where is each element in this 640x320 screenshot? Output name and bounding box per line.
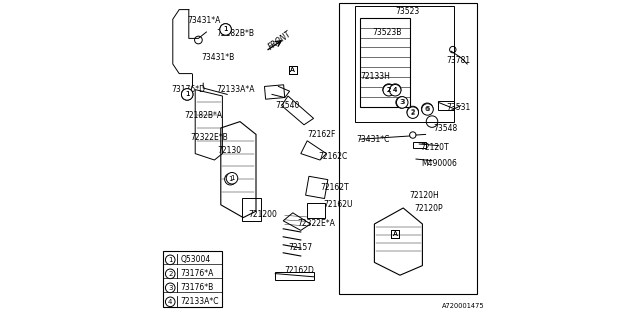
Text: 3: 3 <box>399 100 404 105</box>
Text: A: A <box>291 68 295 73</box>
Text: 4: 4 <box>168 299 172 305</box>
Text: 72162D: 72162D <box>285 266 315 275</box>
Text: 2: 2 <box>411 109 415 115</box>
Text: 72120T: 72120T <box>421 143 449 152</box>
Text: 4: 4 <box>393 87 397 92</box>
Text: 72157: 72157 <box>288 243 312 252</box>
Text: 3: 3 <box>168 285 173 291</box>
Text: 3: 3 <box>400 100 404 105</box>
Bar <box>355 6 454 122</box>
Text: 72120H: 72120H <box>410 191 439 200</box>
Text: 72162U: 72162U <box>323 200 353 209</box>
Circle shape <box>383 84 394 95</box>
Text: 6: 6 <box>425 107 430 112</box>
Circle shape <box>165 283 175 292</box>
Circle shape <box>220 24 232 35</box>
Text: 72322E*B: 72322E*B <box>191 133 228 142</box>
Text: 72162T: 72162T <box>320 183 349 192</box>
Circle shape <box>389 84 401 96</box>
Text: 1: 1 <box>228 176 233 182</box>
Bar <box>242 198 261 221</box>
Circle shape <box>165 255 175 265</box>
Text: 73431*B: 73431*B <box>202 53 235 62</box>
Text: 1: 1 <box>168 257 173 263</box>
Text: 72133H: 72133H <box>360 72 390 81</box>
Text: 1: 1 <box>185 92 189 97</box>
Circle shape <box>383 84 394 96</box>
Text: 73176*A: 73176*A <box>181 269 214 278</box>
Text: 2: 2 <box>387 87 391 93</box>
Text: 1: 1 <box>230 175 234 181</box>
Text: A: A <box>393 231 397 236</box>
Text: 72133A*C: 72133A*C <box>181 297 220 306</box>
Circle shape <box>225 173 236 185</box>
Text: A720001475: A720001475 <box>442 303 484 308</box>
Text: 72133A*A: 72133A*A <box>216 85 255 94</box>
Text: 73176*D: 73176*D <box>172 85 205 94</box>
Text: M490006: M490006 <box>421 159 457 168</box>
Circle shape <box>220 24 232 35</box>
Bar <box>306 176 328 198</box>
Text: 72162C: 72162C <box>319 152 348 161</box>
Bar <box>360 18 410 107</box>
Text: 2: 2 <box>387 87 391 92</box>
Bar <box>391 230 399 237</box>
Text: 72182B*A: 72182B*A <box>184 111 222 120</box>
Circle shape <box>407 107 419 118</box>
Text: 73431*C: 73431*C <box>357 135 390 144</box>
Text: 1: 1 <box>185 92 189 97</box>
Bar <box>163 251 223 307</box>
Text: Q53004: Q53004 <box>181 255 211 264</box>
Circle shape <box>165 269 175 279</box>
Text: 73540: 73540 <box>275 101 300 110</box>
Text: 72120P: 72120P <box>415 204 443 212</box>
Text: 73176*B: 73176*B <box>181 283 214 292</box>
Text: 72182B*B: 72182B*B <box>216 29 254 38</box>
Text: 2: 2 <box>411 110 415 116</box>
Text: 72162F: 72162F <box>307 130 335 139</box>
Text: 4: 4 <box>393 87 397 93</box>
Text: 1: 1 <box>223 27 228 32</box>
Bar <box>438 101 454 110</box>
Bar <box>264 85 285 99</box>
Circle shape <box>389 84 401 95</box>
Text: A: A <box>291 68 295 73</box>
Text: 721200: 721200 <box>248 210 277 219</box>
Circle shape <box>397 97 408 108</box>
Circle shape <box>227 172 238 184</box>
Text: 73431*A: 73431*A <box>187 16 221 25</box>
Text: 72322E*A: 72322E*A <box>298 220 335 228</box>
Bar <box>289 67 297 75</box>
Bar <box>413 142 426 148</box>
Circle shape <box>396 97 408 108</box>
Text: 73531: 73531 <box>447 103 470 112</box>
Circle shape <box>422 104 433 115</box>
Circle shape <box>182 89 193 100</box>
Text: A: A <box>393 231 397 236</box>
Text: 73523: 73523 <box>396 7 419 16</box>
Bar <box>391 230 399 237</box>
Bar <box>339 3 477 294</box>
Bar <box>307 203 325 218</box>
Circle shape <box>165 297 175 307</box>
Circle shape <box>407 106 419 118</box>
Text: 73548: 73548 <box>434 124 458 132</box>
Text: 72130: 72130 <box>218 146 242 155</box>
Text: 73523B: 73523B <box>372 28 402 36</box>
Text: FRONT: FRONT <box>268 29 294 52</box>
Circle shape <box>422 103 433 115</box>
Bar <box>275 272 314 280</box>
Circle shape <box>182 89 193 100</box>
Text: 1: 1 <box>223 27 228 32</box>
Text: 73781: 73781 <box>447 56 470 65</box>
Text: 6: 6 <box>425 106 429 112</box>
Bar <box>289 67 297 75</box>
Text: 2: 2 <box>168 271 172 277</box>
